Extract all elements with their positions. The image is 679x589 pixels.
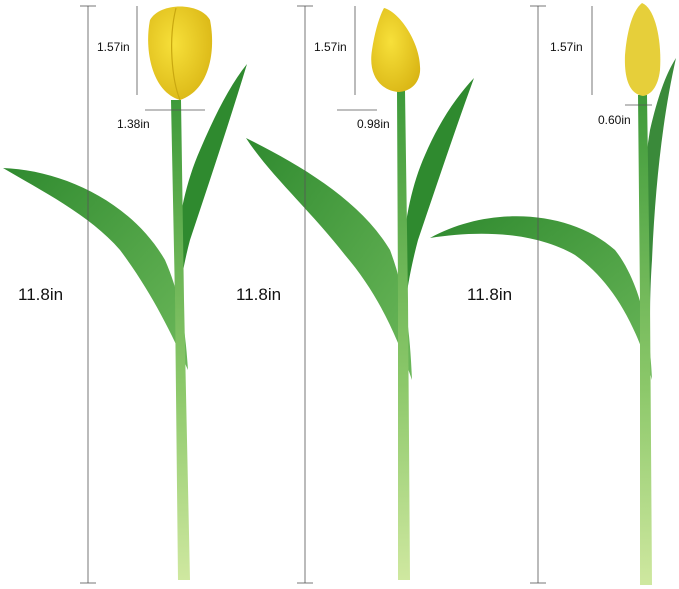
total-height-label: 11.8in [467,285,513,304]
total-height-label: 11.8in [18,285,64,304]
stem [397,90,410,580]
leaf [401,78,474,320]
tulip-3 [430,3,676,585]
bud-width-label: 1.38in [117,117,150,131]
leaf [430,216,652,380]
flower-bud [371,8,421,92]
tulip-2 [246,8,474,580]
leaf [642,58,676,330]
bud-width-label: 0.60in [598,113,631,127]
flower-bud [624,3,661,96]
tulip-1 [3,6,247,580]
leaf [3,168,188,370]
stem [171,100,190,580]
leaf [174,64,247,320]
stem [638,95,652,585]
flower-bud [148,6,213,100]
leaf [246,138,412,380]
bud-height-label: 1.57in [550,40,583,54]
bud-height-label: 1.57in [97,40,130,54]
bud-width-label: 0.98in [357,117,390,131]
bud-height-label: 1.57in [314,40,347,54]
measurement-lines [80,5,652,584]
total-height-label: 11.8in [236,285,282,304]
